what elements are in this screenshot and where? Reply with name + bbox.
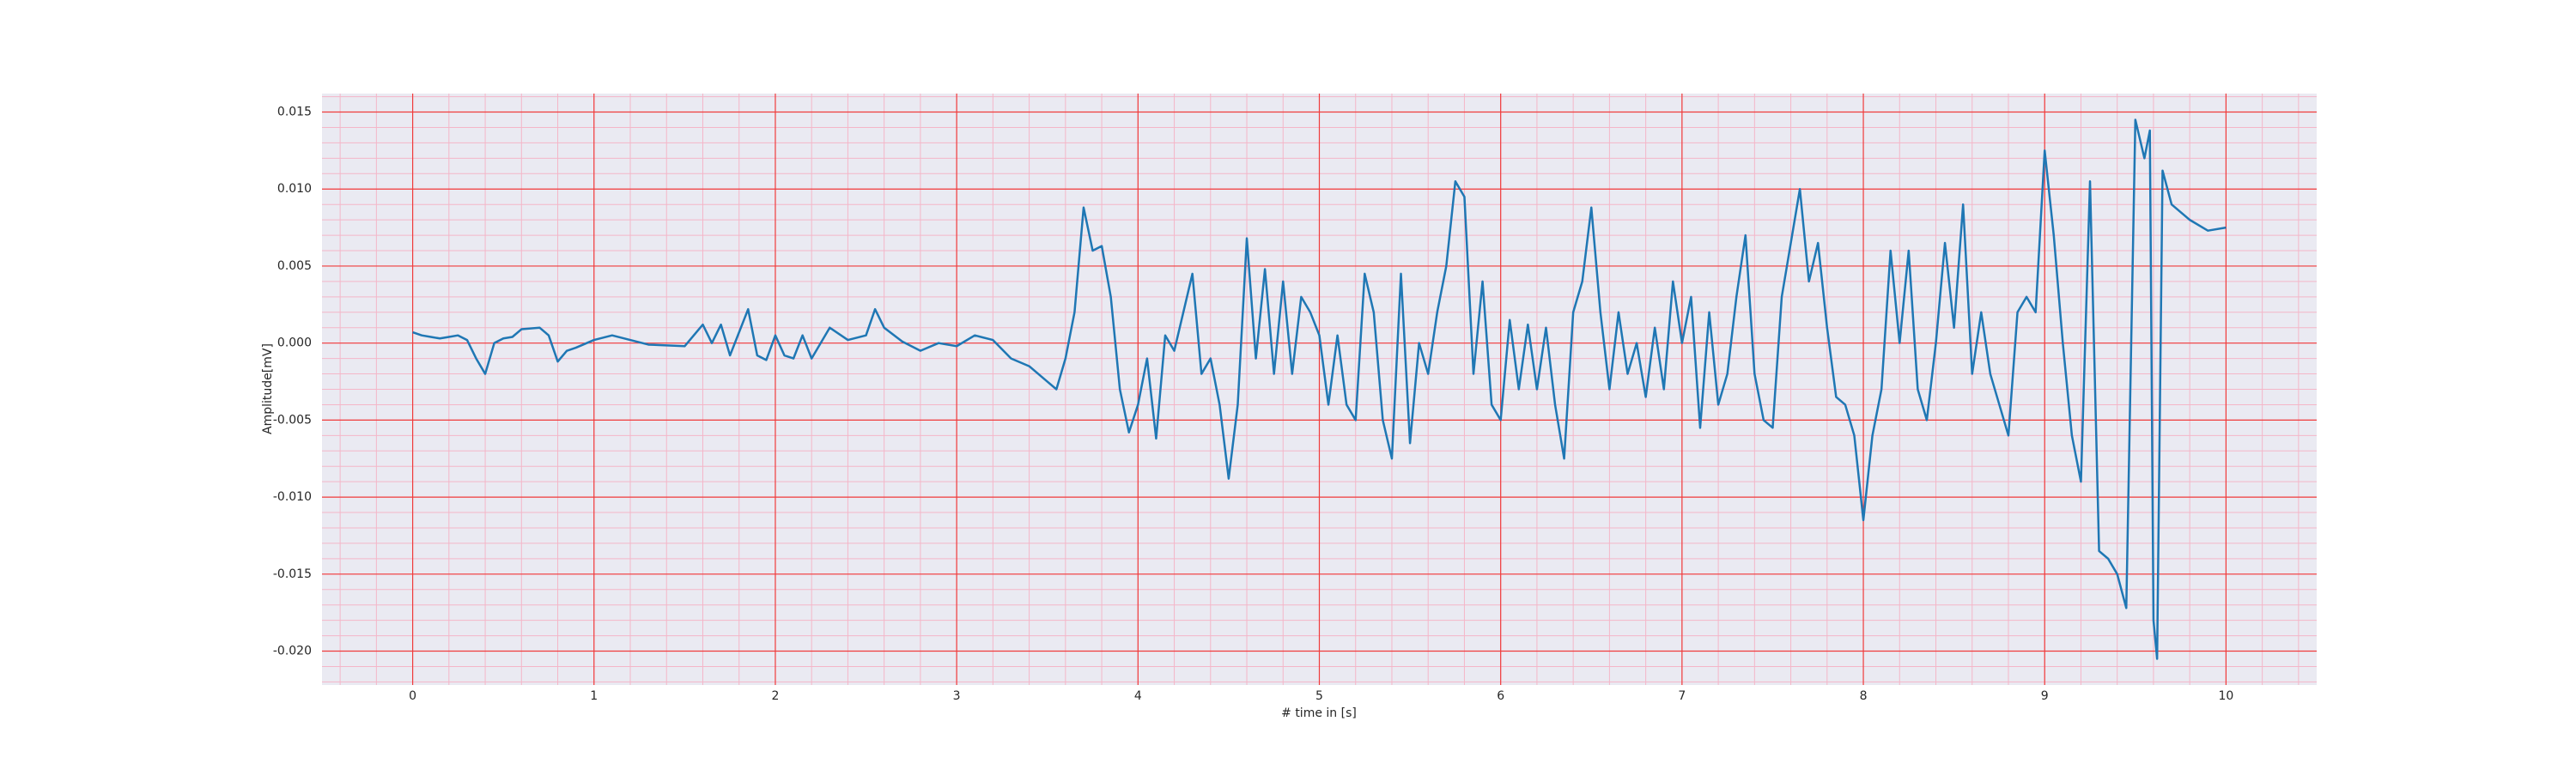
y-tick-label: -0.015 [273, 567, 312, 581]
signal-line [412, 118, 2227, 660]
y-tick-label: -0.020 [273, 645, 312, 658]
x-tick-label: 8 [1860, 689, 1868, 703]
x-tick-label: 2 [771, 689, 779, 703]
y-tick-label: 0.005 [277, 259, 312, 273]
x-tick-label: 7 [1678, 689, 1686, 703]
x-axis-label: # time in [s] [1281, 706, 1357, 720]
x-tick-label: 4 [1134, 689, 1142, 703]
x-tick-label: 3 [953, 689, 961, 703]
x-tick-label: 10 [2218, 689, 2233, 703]
y-tick-label: 0.010 [277, 182, 312, 196]
x-tick-label: 5 [1315, 689, 1323, 703]
x-tick-label: 0 [409, 689, 416, 703]
x-tick-label: 1 [590, 689, 598, 703]
y-tick-label: -0.010 [273, 490, 312, 504]
y-tick-label: 0.015 [277, 106, 312, 119]
x-tick-label: 6 [1497, 689, 1504, 703]
y-tick-label: 0.000 [277, 336, 312, 350]
x-tick-label: 9 [2041, 689, 2049, 703]
y-axis-label: Amplitude[mV] [261, 343, 275, 434]
y-tick-label: -0.005 [273, 413, 312, 427]
